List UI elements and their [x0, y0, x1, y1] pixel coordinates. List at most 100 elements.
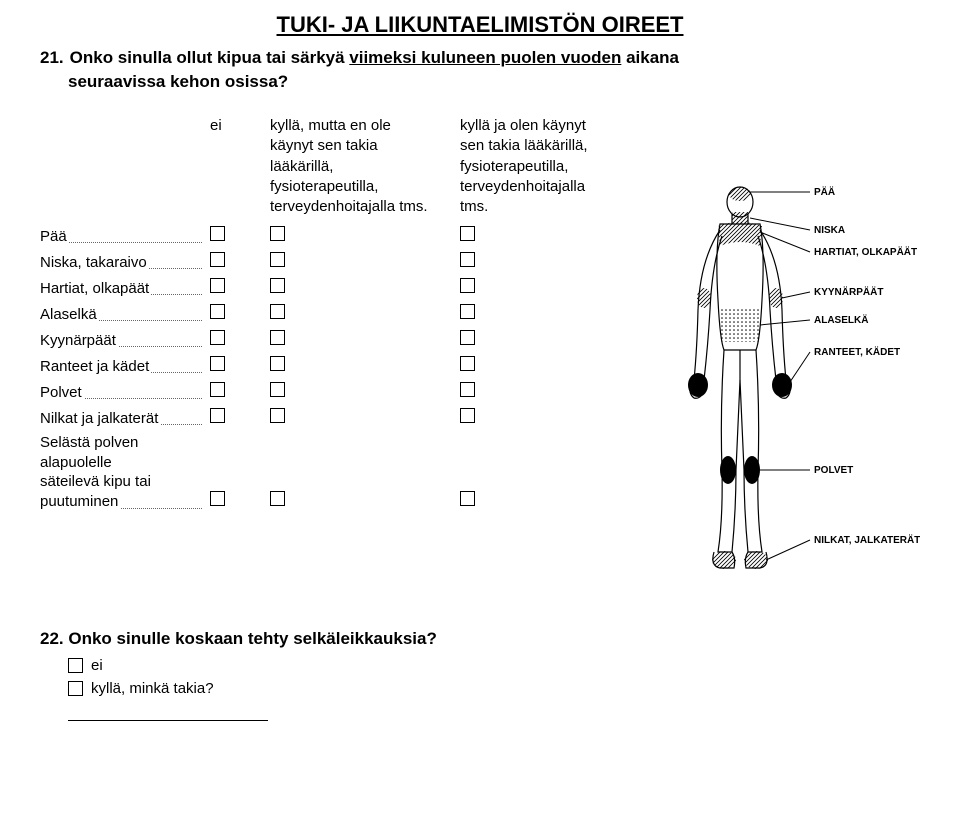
table-row: Selästä polven alapuolellesäteilevä kipu… — [40, 431, 652, 513]
checkbox[interactable] — [210, 304, 225, 319]
q21-question: 21. Onko sinulla ollut kipua tai särkyä … — [40, 48, 920, 68]
checkbox-cell — [210, 304, 270, 324]
h1-l1: ei — [210, 116, 270, 136]
checkbox[interactable] — [460, 408, 475, 423]
row-label: Kyynärpäät — [40, 332, 210, 349]
page-title: TUKI- JA LIIKUNTAELIMISTÖN OIREET — [40, 12, 920, 38]
h3-l3: fysioterapeutilla, — [460, 157, 630, 177]
table-row: Nilkat ja jalkaterät — [40, 405, 652, 431]
checkbox[interactable] — [210, 278, 225, 293]
h2-l1: kyllä, mutta en ole — [270, 116, 460, 136]
checkbox-cell — [210, 330, 270, 350]
checkbox-cell — [210, 278, 270, 298]
q22-label-ei: ei — [91, 657, 103, 674]
h3-l2: sen takia lääkärillä, — [460, 136, 630, 156]
checkbox-cell — [460, 226, 630, 246]
checkbox[interactable] — [210, 382, 225, 397]
row-label: Pää — [40, 228, 210, 245]
q22-checkbox-kylla[interactable] — [68, 681, 83, 696]
checkbox-cell — [270, 252, 460, 272]
checkbox-cell — [460, 491, 630, 511]
checkbox-cell — [210, 226, 270, 246]
checkbox[interactable] — [460, 491, 475, 506]
checkbox[interactable] — [460, 382, 475, 397]
q22-opt-ei: ei — [68, 657, 920, 674]
lbl-hartiat: HARTIAT, OLKAPÄÄT — [814, 245, 917, 258]
checkbox[interactable] — [270, 382, 285, 397]
checkbox[interactable] — [270, 408, 285, 423]
checkbox[interactable] — [210, 491, 225, 506]
table-row: Alaselkä — [40, 301, 652, 327]
checkbox[interactable] — [460, 278, 475, 293]
checkbox-cell — [210, 356, 270, 376]
checkbox[interactable] — [270, 330, 285, 345]
q22-label-kylla: kyllä, minkä takia? — [91, 680, 214, 697]
checkbox-cell — [210, 408, 270, 428]
checkbox-cell — [270, 408, 460, 428]
row-label: Hartiat, olkapäät — [40, 280, 210, 297]
checkbox-cell — [460, 408, 630, 428]
h3-l5: tms. — [460, 197, 630, 217]
checkbox-cell — [460, 382, 630, 402]
checkbox[interactable] — [210, 252, 225, 267]
checkbox-cell — [270, 226, 460, 246]
checkbox[interactable] — [460, 252, 475, 267]
q21-text-b: aikana — [621, 48, 679, 67]
checkbox[interactable] — [210, 330, 225, 345]
checkbox-cell — [270, 491, 460, 511]
checkbox[interactable] — [460, 226, 475, 241]
q21-table: ei kyllä, mutta en ole käynyt sen takia … — [40, 116, 920, 585]
q21-rows: PääNiska, takaraivoHartiat, olkapäätAlas… — [40, 223, 652, 513]
checkbox-cell — [270, 278, 460, 298]
row-label: Polvet — [40, 384, 210, 401]
table-row: Polvet — [40, 379, 652, 405]
checkbox-cell — [460, 330, 630, 350]
h2-l3: lääkärillä, — [270, 157, 460, 177]
table-row: Pää — [40, 223, 652, 249]
checkbox[interactable] — [270, 356, 285, 371]
header-col-2: kyllä, mutta en ole käynyt sen takia lää… — [270, 116, 460, 217]
h3-l4: terveydenhoitajalla — [460, 177, 630, 197]
checkbox[interactable] — [210, 408, 225, 423]
checkbox[interactable] — [270, 304, 285, 319]
checkbox[interactable] — [460, 330, 475, 345]
checkbox-cell — [270, 304, 460, 324]
table-row: Ranteet ja kädet — [40, 353, 652, 379]
checkbox-cell — [270, 382, 460, 402]
checkbox[interactable] — [270, 252, 285, 267]
q22-opt-kylla: kyllä, minkä takia? — [68, 680, 920, 697]
row-label: Selästä polven alapuolellesäteilevä kipu… — [40, 433, 210, 511]
h2-l5: terveydenhoitajalla tms. — [270, 197, 460, 217]
lbl-alaselka: ALASELKÄ — [814, 313, 868, 326]
checkbox-cell — [460, 356, 630, 376]
checkbox-cell — [210, 491, 270, 511]
checkbox-cell — [210, 382, 270, 402]
h2-l4: fysioterapeutilla, — [270, 177, 460, 197]
q22-text-field[interactable] — [68, 707, 268, 721]
checkbox[interactable] — [270, 491, 285, 506]
checkbox[interactable] — [270, 226, 285, 241]
checkbox-cell — [460, 304, 630, 324]
checkbox[interactable] — [210, 356, 225, 371]
checkbox[interactable] — [270, 278, 285, 293]
row-label: Ranteet ja kädet — [40, 358, 210, 375]
checkbox-cell — [210, 252, 270, 272]
h2-l2: käynyt sen takia — [270, 136, 460, 156]
header-col-3: kyllä ja olen käynyt sen takia lääkärill… — [460, 116, 630, 217]
checkbox[interactable] — [460, 356, 475, 371]
checkbox-cell — [460, 278, 630, 298]
row-label: Nilkat ja jalkaterät — [40, 410, 210, 427]
checkbox[interactable] — [210, 226, 225, 241]
q21-headers: ei kyllä, mutta en ole käynyt sen takia … — [210, 116, 652, 217]
checkbox-cell — [460, 252, 630, 272]
q22-checkbox-ei[interactable] — [68, 658, 83, 673]
q22: 22. Onko sinulle koskaan tehty selkäleik… — [40, 629, 920, 721]
q21-text-a: Onko sinulla ollut kipua tai särkyä — [70, 48, 350, 67]
body-figure: PÄÄ NISKA HARTIAT, OLKAPÄÄT KYYNÄRPÄÄT A… — [660, 180, 920, 585]
checkbox[interactable] — [460, 304, 475, 319]
row-label: Alaselkä — [40, 306, 210, 323]
q21-text: Onko sinulla ollut kipua tai särkyä viim… — [70, 48, 679, 68]
lbl-polvet: POLVET — [814, 465, 853, 476]
q22-title: 22. Onko sinulle koskaan tehty selkäleik… — [40, 629, 920, 649]
h3-l1: kyllä ja olen käynyt — [460, 116, 630, 136]
